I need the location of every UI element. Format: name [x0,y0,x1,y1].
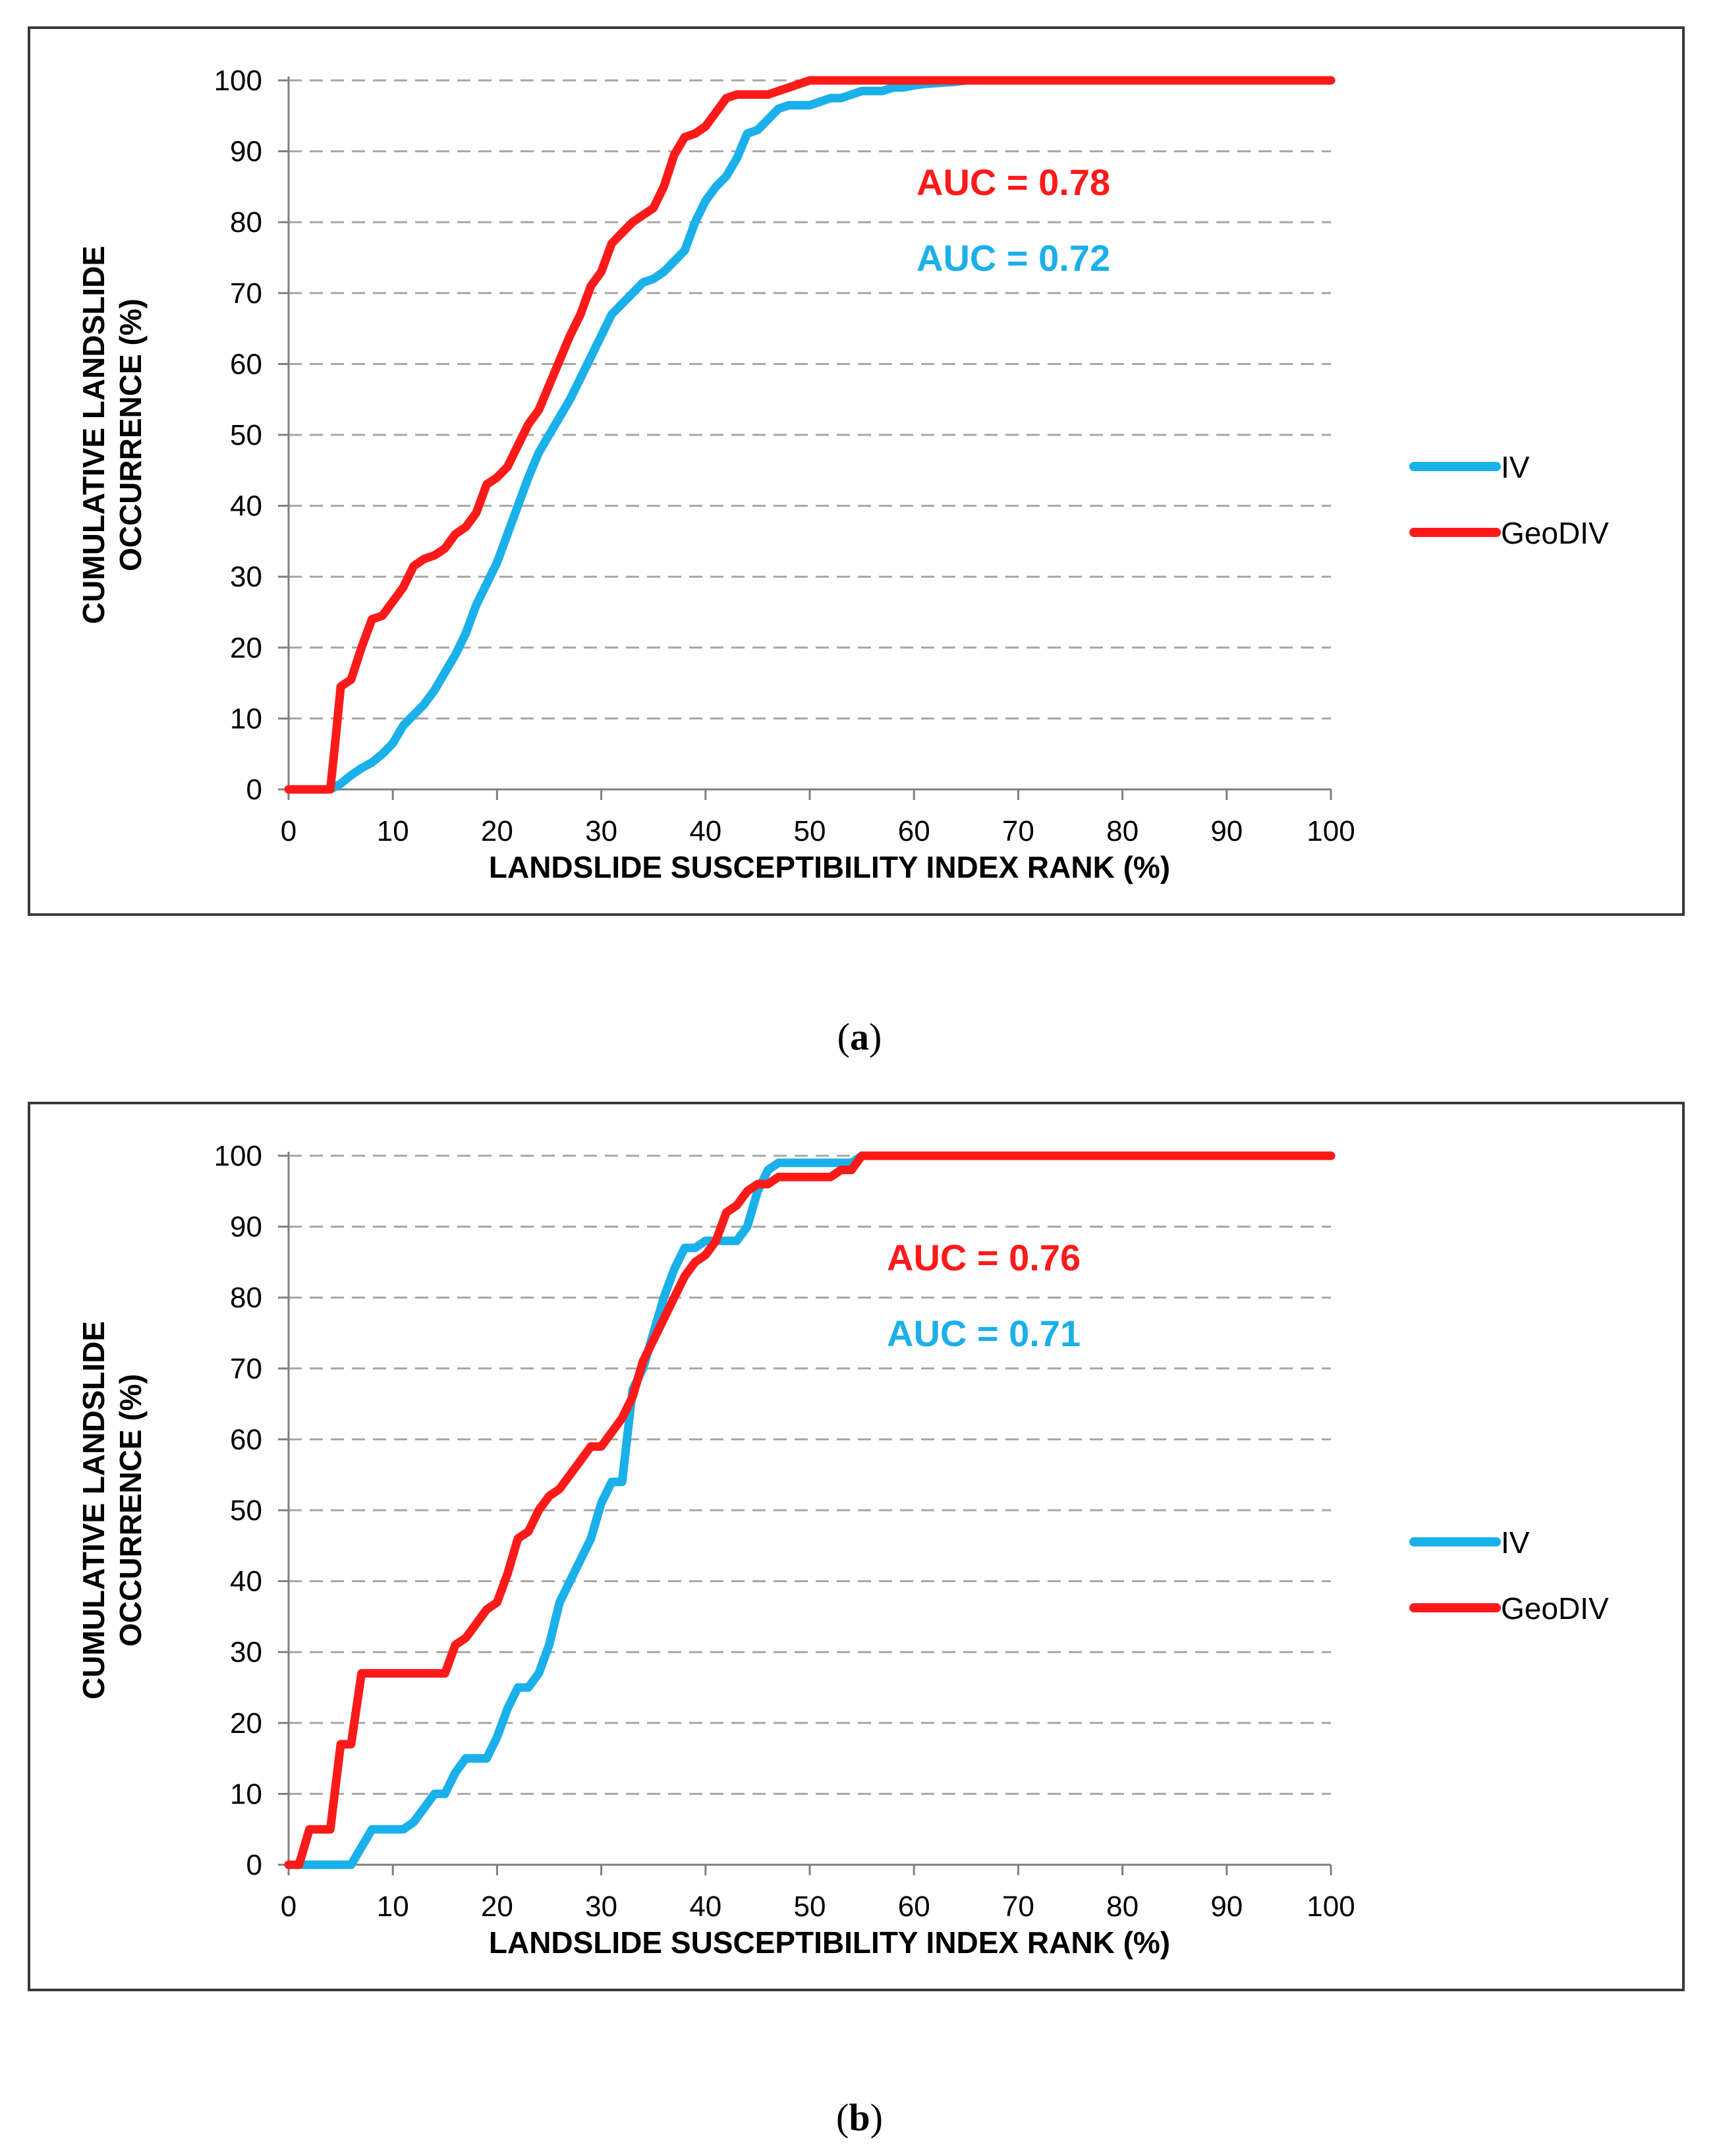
y-tick-label: 100 [214,1140,262,1172]
x-tick-label: 10 [377,1890,409,1923]
series-line-iv [284,76,1336,794]
y-tick-label: 0 [246,774,262,806]
series-line-iv [284,1151,1336,1869]
caption-a: (a) [837,1015,882,1058]
x-axis-title: LANDSLIDE SUSCEPTIBILITY INDEX RANK (%) [489,850,1170,884]
y-tick-label: 60 [230,1423,262,1456]
x-tick-label: 70 [1002,815,1034,847]
y-tick-label: 90 [230,1211,262,1243]
y-tick-label: 90 [230,136,262,168]
x-tick-label: 30 [585,1890,617,1923]
chart-a: 0 10 20 30 40 50 60 70 80 90 100 0 10 20 30 40 50 60 70 80 9… [76,65,1609,884]
chart-panel-a: 0 10 20 30 40 50 60 70 80 90 100 0 10 20 30 40 50 60 70 80 9… [28,26,1685,916]
x-tick-label: 20 [481,1890,513,1923]
legend-label-iv: IV [1501,1525,1530,1560]
y-tick-label: 60 [230,348,262,380]
caption-a-label: a [850,1015,869,1058]
x-tick-label: 0 [281,815,296,847]
x-tick-label: 60 [898,1890,930,1923]
y-tick-label: 30 [230,561,262,593]
chart-b: 0 10 20 30 40 50 60 70 80 90 100 0 10 20 30 40 50 60 70 80 9… [76,1140,1609,1960]
y-tick-label: 40 [230,490,262,523]
y-tick-label: 30 [230,1636,262,1668]
legend-label-iv: IV [1501,450,1530,484]
y-tick-label: 20 [230,632,262,664]
auc-annotation: AUC = 0.71 [887,1313,1081,1354]
y-tick-label: 50 [230,419,262,451]
y-axis-title-line-2: OCCURRENCE (%) [113,1374,148,1647]
y-tick-label: 10 [230,1778,262,1810]
y-tick-label: 20 [230,1707,262,1740]
y-tick-label: 0 [246,1849,262,1881]
x-tick-label: 0 [281,1890,296,1923]
x-tick-label: 90 [1210,1890,1243,1923]
caption-b-label: b [849,2096,870,2139]
y-tick-label: 70 [230,1353,262,1385]
series-line-geodiv [284,76,1336,794]
y-axis-title-line-1: CUMULATIVE LANDSLIDE [76,246,111,624]
x-tick-label: 60 [898,815,930,847]
auc-annotation: AUC = 0.78 [916,161,1110,203]
y-tick-label: 70 [230,277,262,310]
x-tick-label: 100 [1307,1890,1355,1923]
x-tick-label: 40 [689,815,721,847]
x-tick-label: 80 [1106,1890,1139,1923]
x-tick-label: 100 [1307,815,1355,847]
y-tick-label: 80 [230,1282,262,1314]
y-tick-label: 50 [230,1494,262,1527]
auc-annotation: AUC = 0.72 [916,237,1110,279]
x-tick-label: 20 [481,815,513,847]
caption-b: (b) [836,2096,883,2139]
legend-label-geodiv: GeoDIV [1501,1591,1609,1626]
x-tick-label: 80 [1106,815,1139,847]
legend-label-geodiv: GeoDIV [1501,516,1609,550]
x-tick-label: 50 [794,815,826,847]
x-tick-label: 30 [585,815,617,847]
y-tick-label: 100 [214,65,262,97]
chart-panel-b: 0 10 20 30 40 50 60 70 80 90 100 0 10 20 30 40 50 60 70 80 9… [28,1102,1685,1991]
y-axis-title-line-1: CUMULATIVE LANDSLIDE [76,1321,111,1699]
auc-annotation: AUC = 0.76 [887,1237,1081,1278]
x-tick-label: 70 [1002,1890,1034,1923]
x-tick-label: 10 [377,815,409,847]
y-tick-label: 80 [230,206,262,239]
x-tick-label: 50 [794,1890,826,1923]
x-tick-label: 40 [689,1890,721,1923]
x-axis-title: LANDSLIDE SUSCEPTIBILITY INDEX RANK (%) [489,1925,1170,1960]
y-tick-label: 10 [230,702,262,735]
y-tick-label: 40 [230,1566,262,1598]
y-axis-title-line-2: OCCURRENCE (%) [113,298,148,571]
x-tick-label: 90 [1210,815,1243,847]
series-line-geodiv [284,1151,1336,1869]
